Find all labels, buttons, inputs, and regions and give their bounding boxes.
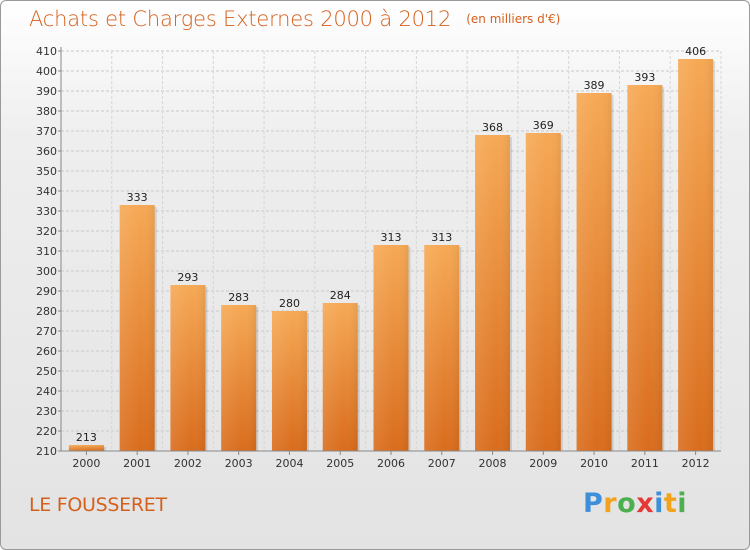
bar-shine [119, 205, 155, 451]
logo-letter: r [603, 488, 618, 519]
bar-shine [322, 303, 358, 451]
value-label: 393 [634, 71, 655, 84]
y-tick-label: 380 [36, 105, 57, 118]
value-label: 333 [127, 191, 148, 204]
value-label: 213 [76, 431, 97, 444]
logo-letter: o [617, 488, 637, 519]
y-tick-label: 330 [36, 205, 57, 218]
y-tick-label: 300 [36, 265, 57, 278]
logo-letter: i [677, 488, 688, 519]
chart-unit: (en milliers d'€) [466, 12, 561, 26]
y-tick-label: 270 [36, 325, 57, 338]
x-tick-label: 2007 [428, 457, 456, 470]
value-label: 293 [177, 271, 198, 284]
y-tick-label: 220 [36, 425, 57, 438]
y-tick-label: 280 [36, 305, 57, 318]
y-tick-label: 360 [36, 145, 57, 158]
value-label: 280 [279, 297, 300, 310]
y-tick-label: 290 [36, 285, 57, 298]
bar-shine [373, 245, 409, 451]
x-tick-label: 2008 [479, 457, 507, 470]
y-tick-label: 340 [36, 185, 57, 198]
x-tick-label: 2006 [377, 457, 405, 470]
y-tick-label: 320 [36, 225, 57, 238]
bar-shine [271, 311, 307, 451]
logo-letter: i [654, 488, 664, 519]
bar-shine [678, 59, 714, 451]
bar-shine [576, 93, 612, 451]
commune-name: LE FOUSSERET [29, 494, 167, 516]
x-tick-label: 2002 [174, 457, 202, 470]
y-tick-label: 400 [36, 65, 57, 78]
y-tick-label: 310 [36, 245, 57, 258]
y-tick-label: 390 [36, 85, 57, 98]
y-tick-label: 260 [36, 345, 57, 358]
bar-shine [525, 133, 561, 451]
value-label: 313 [431, 231, 452, 244]
x-tick-label: 2011 [631, 457, 659, 470]
value-label: 389 [584, 79, 605, 92]
y-tick-label: 350 [36, 165, 57, 178]
logo-letter: t [663, 488, 678, 519]
logo-letter: x [636, 488, 655, 519]
x-tick-label: 2000 [72, 457, 100, 470]
bar-shine [170, 285, 206, 451]
y-tick-label: 250 [36, 365, 57, 378]
value-label: 284 [330, 289, 351, 302]
y-tick-label: 210 [36, 445, 57, 458]
bar-shine [68, 445, 104, 451]
proxiti-logo: Proxiti [583, 488, 687, 519]
y-tick-label: 370 [36, 125, 57, 138]
x-tick-label: 2001 [123, 457, 151, 470]
x-tick-label: 2005 [326, 457, 354, 470]
x-tick-label: 2003 [225, 457, 253, 470]
chart-title: Achats et Charges Externes 2000 à 2012 [29, 7, 452, 31]
logo-letter: P [583, 488, 604, 519]
bar-shine [221, 305, 257, 451]
value-label: 283 [228, 291, 249, 304]
x-tick-label: 2010 [580, 457, 608, 470]
y-tick-label: 410 [36, 45, 57, 58]
bar-shine [627, 85, 663, 451]
x-tick-label: 2004 [275, 457, 303, 470]
value-label: 368 [482, 121, 503, 134]
bar-shine [475, 135, 511, 451]
x-tick-label: 2012 [682, 457, 710, 470]
value-label: 406 [685, 45, 706, 58]
chart-title-row: Achats et Charges Externes 2000 à 2012 (… [29, 7, 560, 31]
value-label: 369 [533, 119, 554, 132]
bar-shine [424, 245, 460, 451]
y-tick-label: 240 [36, 385, 57, 398]
x-tick-label: 2009 [529, 457, 557, 470]
y-tick-label: 230 [36, 405, 57, 418]
value-label: 313 [381, 231, 402, 244]
